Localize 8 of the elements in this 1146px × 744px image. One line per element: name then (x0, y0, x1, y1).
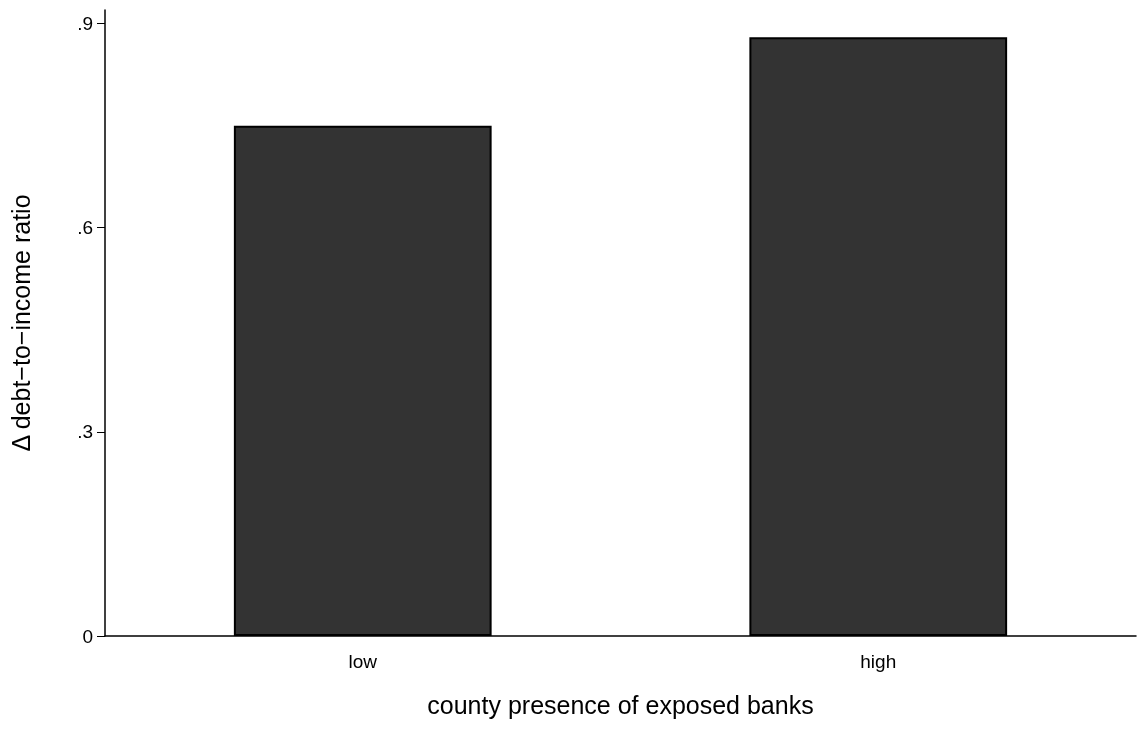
y-tick-label: .6 (77, 217, 93, 239)
x-tick-label: low (348, 651, 378, 672)
y-tick-label: .9 (77, 13, 93, 35)
x-tick-label: high (860, 651, 897, 672)
y-axis-title: Δ debt−to−income ratio (6, 194, 35, 452)
x-axis-title: county presence of exposed banks (427, 690, 814, 719)
y-tick-label: .3 (77, 421, 93, 443)
y-tick-label: 0 (82, 625, 93, 647)
